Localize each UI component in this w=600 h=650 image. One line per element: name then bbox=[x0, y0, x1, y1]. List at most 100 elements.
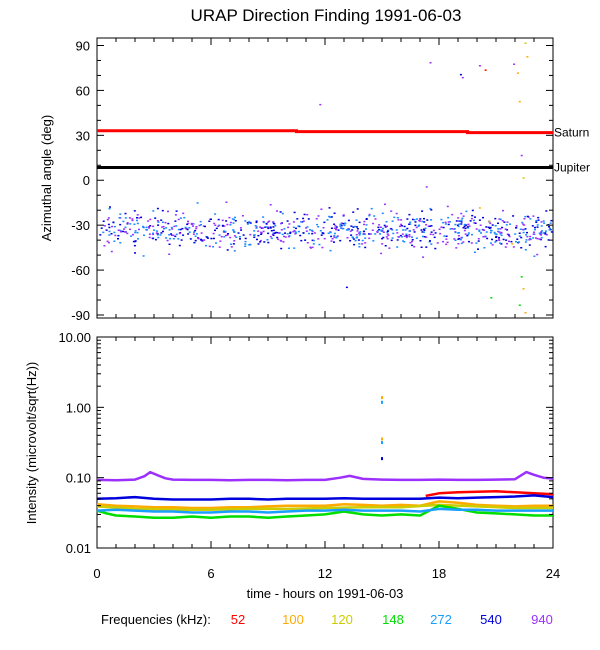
scatter-point bbox=[336, 235, 339, 237]
scatter-point bbox=[460, 242, 463, 245]
scatter-point bbox=[528, 238, 531, 240]
scatter-point bbox=[168, 243, 171, 245]
scatter-point bbox=[400, 223, 403, 226]
scatter-point bbox=[178, 244, 181, 247]
scatter-point bbox=[454, 231, 457, 234]
scatter-point bbox=[317, 215, 320, 217]
scatter-point bbox=[167, 222, 170, 225]
scatter-point bbox=[177, 238, 180, 240]
scatter-point bbox=[271, 233, 274, 235]
scatter-point bbox=[226, 234, 229, 236]
time-x-tick-label: 12 bbox=[318, 566, 332, 581]
scatter-point bbox=[457, 238, 460, 240]
scatter-point bbox=[186, 228, 189, 231]
scatter-point bbox=[380, 252, 383, 255]
scatter-point bbox=[298, 225, 301, 228]
scatter-point bbox=[272, 232, 275, 234]
scatter-point bbox=[401, 233, 404, 235]
scatter-point bbox=[501, 226, 504, 229]
scatter-point bbox=[522, 288, 525, 290]
scatter-point bbox=[241, 215, 244, 217]
scatter-point bbox=[124, 212, 127, 215]
scatter-point bbox=[457, 217, 460, 219]
scatter-point bbox=[381, 237, 384, 240]
scatter-point bbox=[267, 227, 270, 230]
scatter-point bbox=[111, 225, 114, 228]
scatter-point bbox=[548, 226, 550, 228]
scatter-point bbox=[196, 202, 199, 204]
time-x-tick-label: 24 bbox=[546, 566, 560, 581]
scatter-point bbox=[157, 224, 160, 226]
scatter-point bbox=[504, 228, 507, 230]
scatter-point bbox=[133, 244, 136, 247]
scatter-point bbox=[423, 229, 426, 232]
scatter-point bbox=[229, 224, 232, 226]
scatter-point bbox=[528, 244, 531, 246]
scatter-point bbox=[267, 241, 270, 244]
scatter-point bbox=[230, 246, 233, 248]
scatter-point bbox=[421, 235, 424, 238]
frequency-legend: Frequencies (kHz): 52 100 120 148 272 540 940 bbox=[101, 612, 553, 627]
scatter-point bbox=[231, 218, 234, 220]
scatter-point bbox=[333, 241, 335, 243]
scatter-point bbox=[374, 233, 377, 235]
scatter-point bbox=[171, 228, 174, 230]
scatter-point bbox=[289, 232, 292, 234]
scatter-point bbox=[346, 237, 349, 239]
scatter-point bbox=[280, 247, 283, 250]
scatter-point bbox=[255, 227, 258, 229]
scatter-point bbox=[170, 234, 173, 236]
scatter-point bbox=[506, 229, 509, 231]
scatter-point bbox=[351, 229, 354, 231]
scatter-point bbox=[136, 231, 139, 234]
scatter-point bbox=[169, 237, 172, 240]
scatter-point bbox=[386, 230, 389, 232]
scatter-point bbox=[134, 230, 137, 232]
scatter-point bbox=[190, 222, 193, 225]
scatter-point bbox=[311, 229, 313, 232]
scatter-point bbox=[480, 232, 482, 234]
legend-item-52-khz: 52 bbox=[231, 612, 245, 627]
scatter-point bbox=[404, 229, 407, 231]
scatter-point bbox=[184, 226, 187, 229]
scatter-point bbox=[403, 225, 406, 228]
scatter-point bbox=[470, 217, 473, 220]
scatter-point bbox=[165, 227, 168, 229]
intensity-plot-frame bbox=[96, 336, 554, 549]
scatter-point bbox=[106, 218, 109, 221]
scatter-point bbox=[267, 226, 270, 228]
scatter-point bbox=[312, 243, 315, 245]
scatter-point bbox=[255, 226, 258, 228]
scatter-point bbox=[194, 229, 197, 232]
scatter-point bbox=[229, 221, 232, 224]
scatter-point bbox=[110, 233, 113, 235]
scatter-point bbox=[484, 69, 487, 71]
scatter-point bbox=[112, 221, 115, 223]
intensity-point bbox=[381, 396, 383, 400]
scatter-point bbox=[454, 239, 457, 241]
scatter-point bbox=[380, 229, 383, 231]
scatter-point bbox=[114, 234, 117, 237]
scatter-point bbox=[223, 230, 225, 232]
scatter-point bbox=[438, 228, 441, 230]
scatter-point bbox=[260, 233, 263, 235]
scatter-point bbox=[154, 217, 157, 219]
scatter-point bbox=[188, 227, 191, 229]
scatter-point bbox=[317, 226, 320, 228]
scatter-point bbox=[460, 219, 463, 221]
scatter-point bbox=[537, 219, 540, 221]
scatter-point bbox=[226, 249, 229, 251]
scatter-point bbox=[279, 211, 282, 213]
scatter-point bbox=[499, 228, 502, 230]
scatter-point bbox=[156, 234, 159, 236]
scatter-point bbox=[372, 222, 375, 225]
scatter-point bbox=[453, 228, 456, 230]
scatter-point bbox=[230, 243, 233, 245]
series-line-100-khz bbox=[96, 500, 553, 510]
scatter-point bbox=[550, 231, 553, 233]
scatter-point bbox=[155, 232, 158, 234]
scatter-point bbox=[411, 244, 414, 247]
scatter-point bbox=[130, 235, 133, 237]
scatter-point bbox=[497, 228, 500, 230]
scatter-point bbox=[499, 242, 502, 244]
